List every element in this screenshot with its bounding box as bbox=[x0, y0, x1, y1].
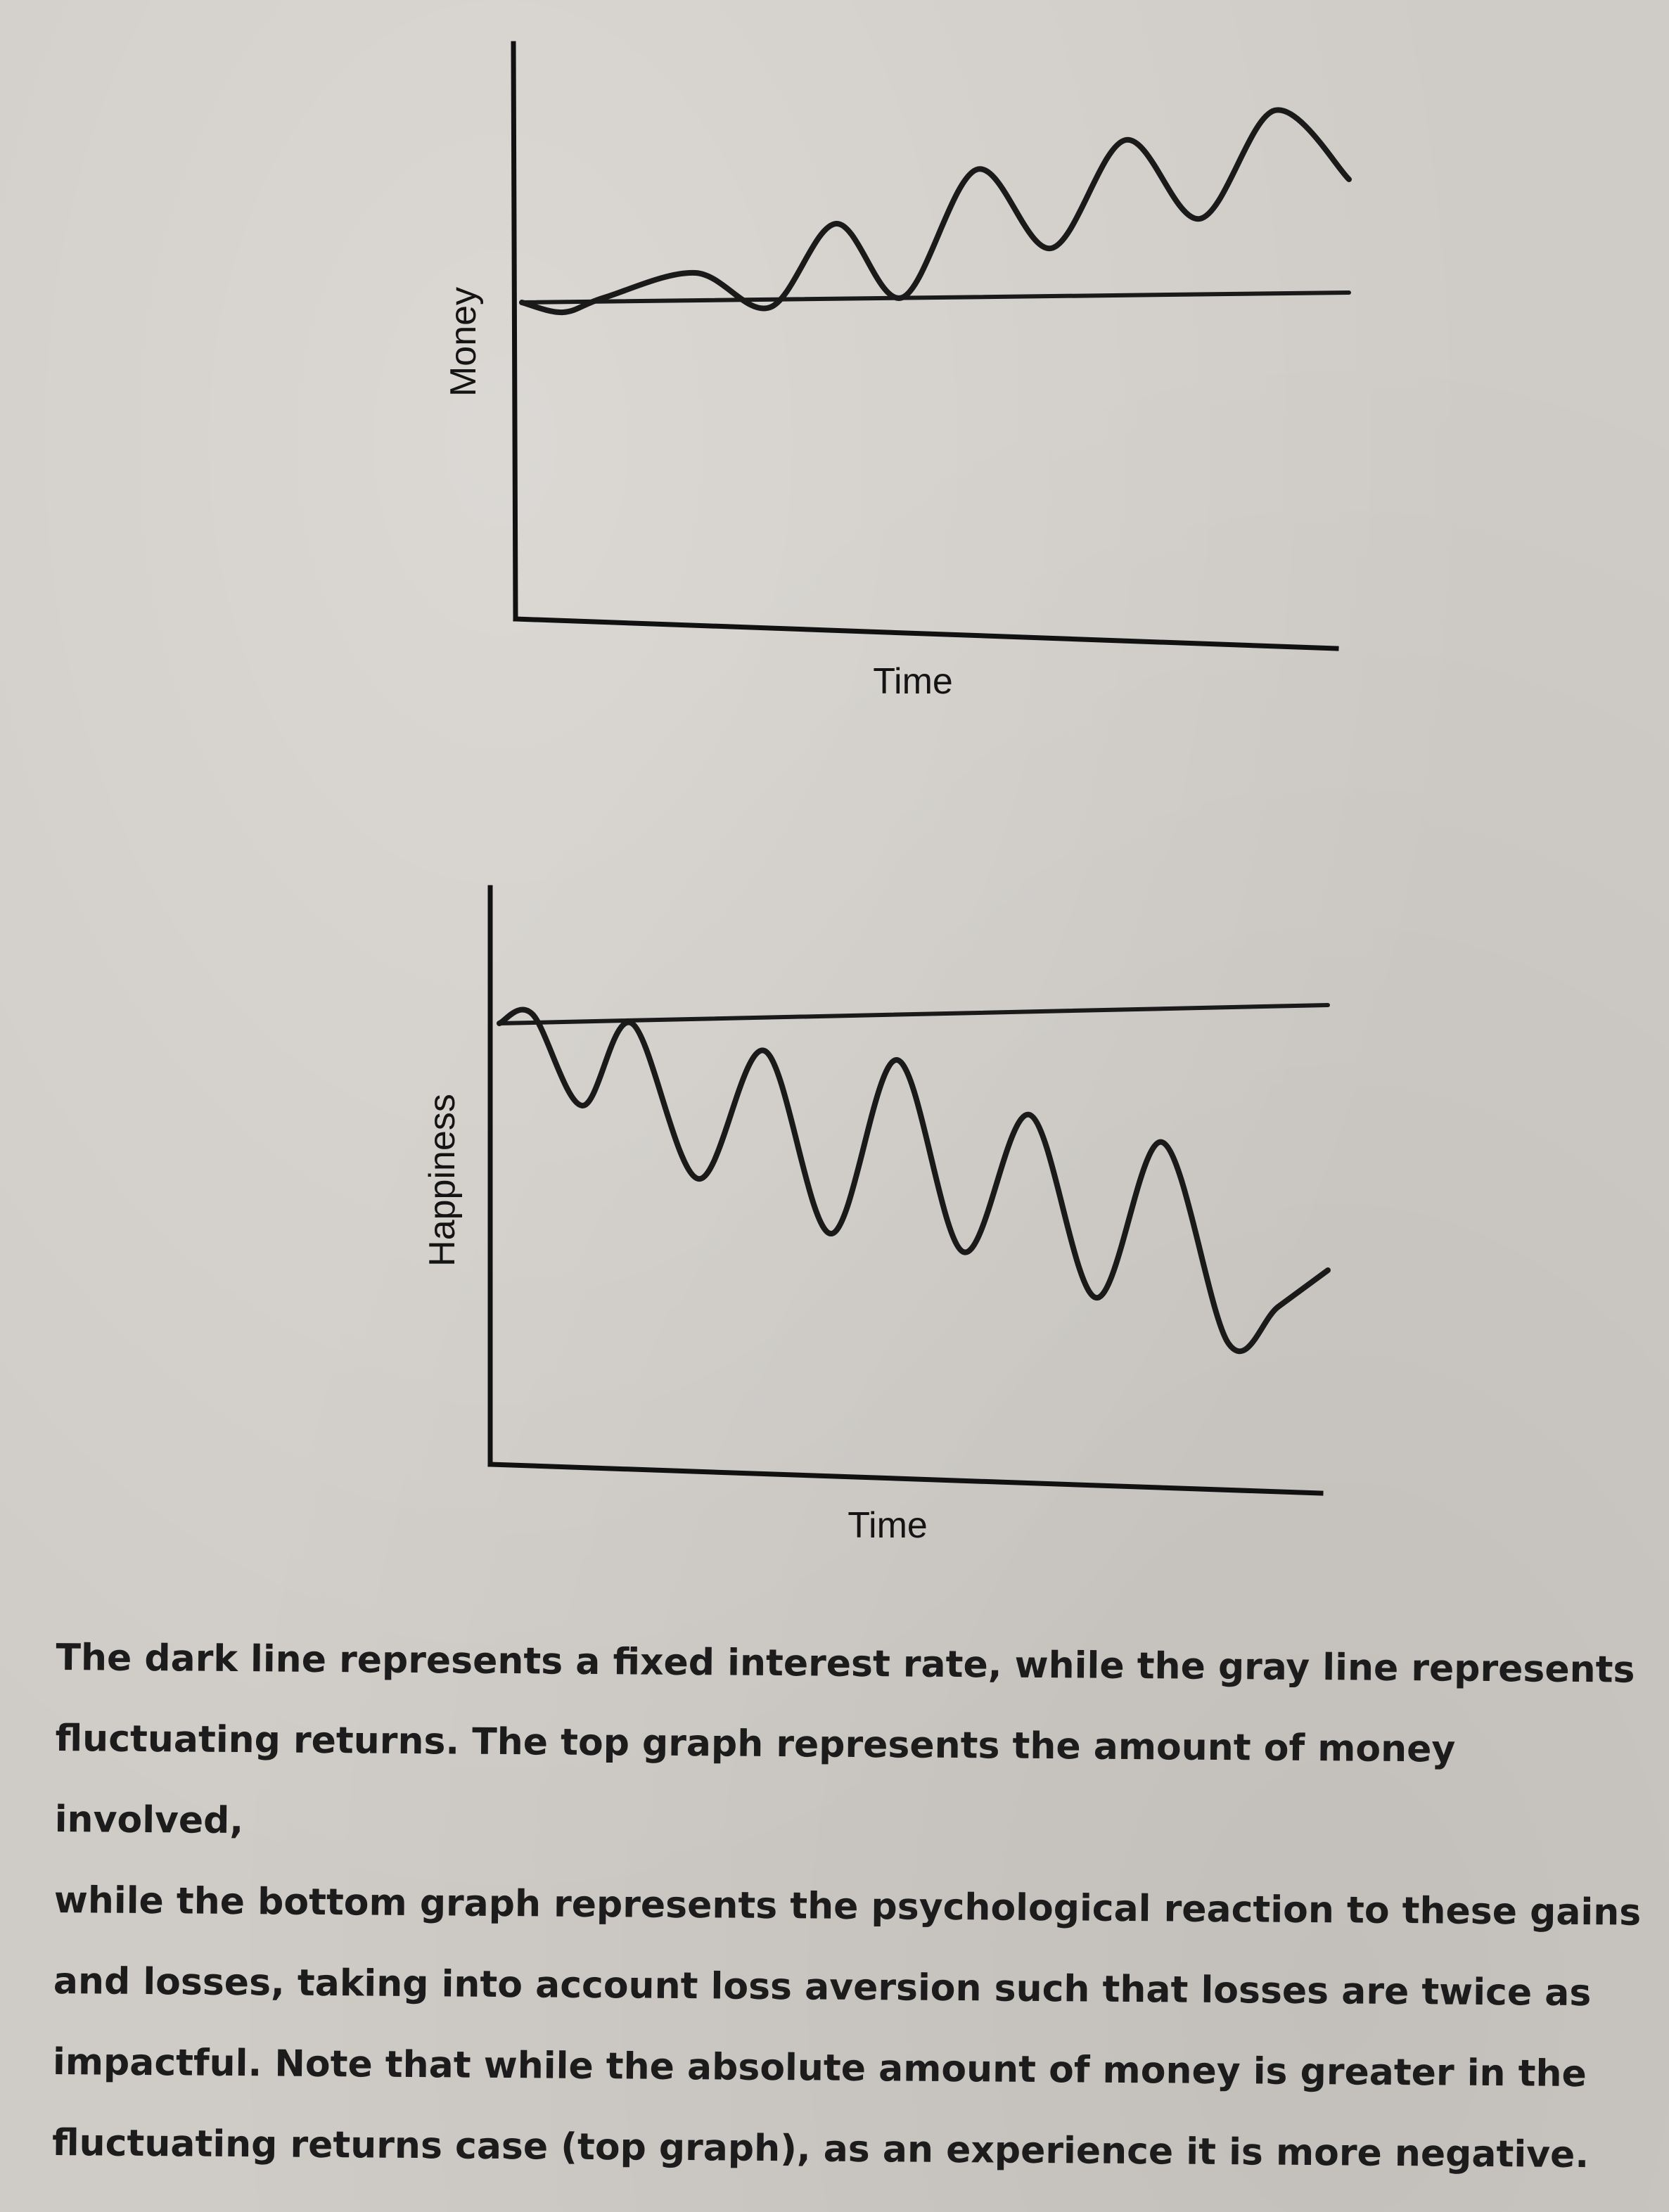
money-x-label: Time bbox=[873, 661, 953, 702]
money-fluctuating-line bbox=[519, 107, 1352, 316]
happiness-plot-area bbox=[497, 1003, 1331, 1355]
happiness-x-label: Time bbox=[848, 1505, 928, 1546]
happiness-x-axis bbox=[487, 1462, 1324, 1496]
chart-money: Money Time bbox=[443, 41, 1352, 702]
money-x-axis bbox=[513, 616, 1339, 651]
happiness-fluctuating-line bbox=[497, 1006, 1331, 1355]
money-plot-area bbox=[519, 107, 1352, 316]
money-y-label: Money bbox=[443, 287, 484, 397]
happiness-y-label: Happiness bbox=[422, 1094, 463, 1267]
caption-line: fluctuating returns. The top graph repre… bbox=[54, 1717, 1456, 1843]
money-y-axis bbox=[511, 41, 518, 622]
money-fixed-rate-line bbox=[520, 290, 1351, 305]
figure-caption: The dark line represents a fixed interes… bbox=[52, 1618, 1646, 2197]
caption-line: fluctuating returns case (top graph), as… bbox=[51, 2121, 1590, 2177]
caption-line: The dark line represents a fixed interes… bbox=[56, 1636, 1635, 1692]
happiness-fixed-rate-line bbox=[497, 1003, 1330, 1025]
chart-happiness: Happiness Time bbox=[422, 885, 1331, 1546]
caption-line: impactful. Note that while the absolute … bbox=[52, 2040, 1587, 2096]
caption-line: and losses, taking into account loss ave… bbox=[53, 1960, 1592, 2015]
caption-line: while the bottom graph represents the ps… bbox=[53, 1879, 1642, 1934]
